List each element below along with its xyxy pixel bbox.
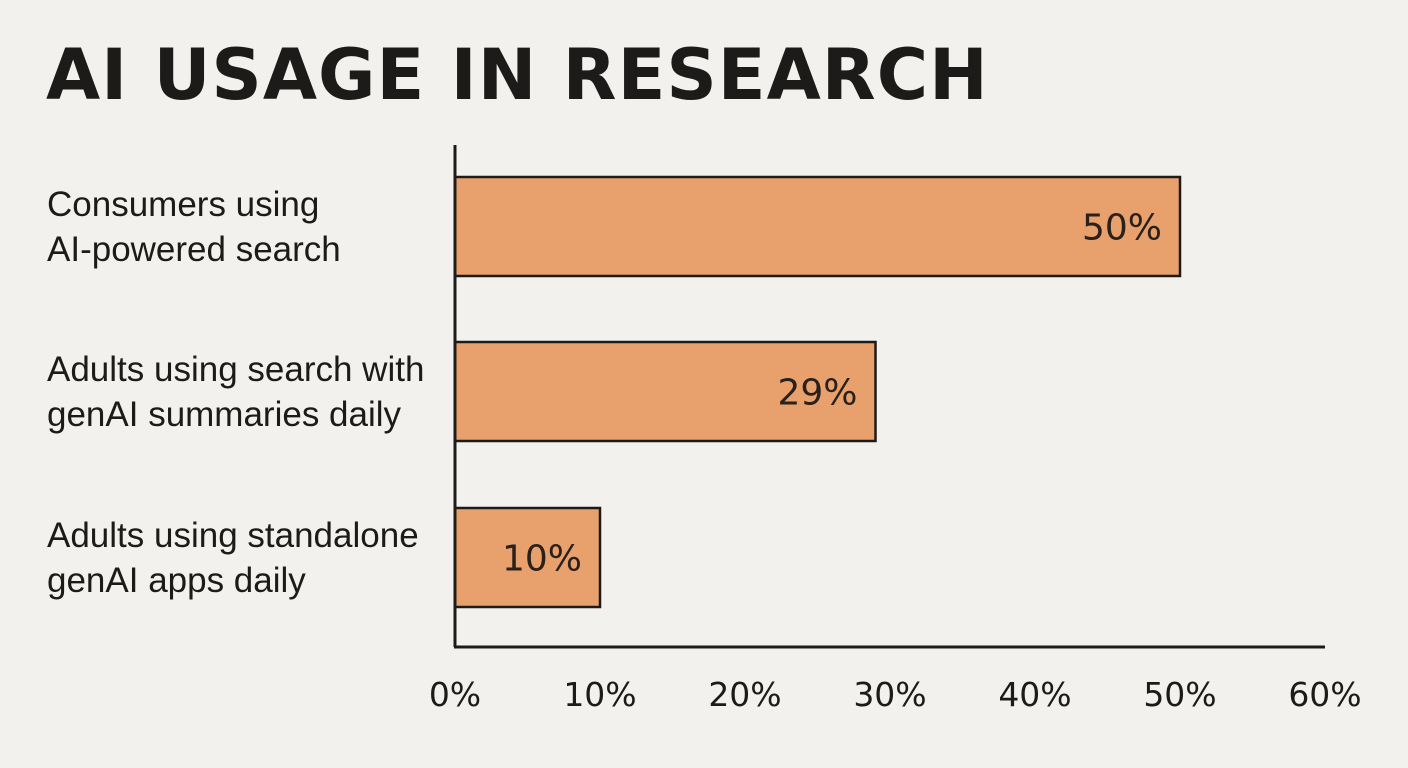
chart-title: AI USAGE IN RESEARCH xyxy=(46,34,989,116)
x-tick-label-3: 20% xyxy=(708,675,781,714)
category-label-1-line-2: AI-powered search xyxy=(47,230,341,269)
category-label-2-line-1: Adults using search with xyxy=(47,350,424,389)
category-label-2-line-2: genAI summaries daily xyxy=(47,395,402,434)
bar-1 xyxy=(453,175,1182,278)
bar-value-label-2: 29% xyxy=(777,373,857,414)
category-label-1-line-1: Consumers using xyxy=(47,185,319,224)
x-tick-label-1: 0% xyxy=(429,675,481,714)
category-label-3-line-2: genAI apps daily xyxy=(47,561,306,600)
x-tick-label-5: 40% xyxy=(998,675,1071,714)
x-tick-label-2: 10% xyxy=(563,675,636,714)
bar-3 xyxy=(453,506,602,609)
category-label-3-line-1: Adults using standalone xyxy=(47,516,419,555)
bar-value-label-3: 10% xyxy=(502,539,582,580)
x-tick-label-4: 30% xyxy=(853,675,926,714)
bar-value-label-1: 50% xyxy=(1082,208,1162,249)
x-tick-label-7: 60% xyxy=(1288,675,1361,714)
bar-2 xyxy=(453,340,877,443)
x-tick-label-6: 50% xyxy=(1143,675,1216,714)
